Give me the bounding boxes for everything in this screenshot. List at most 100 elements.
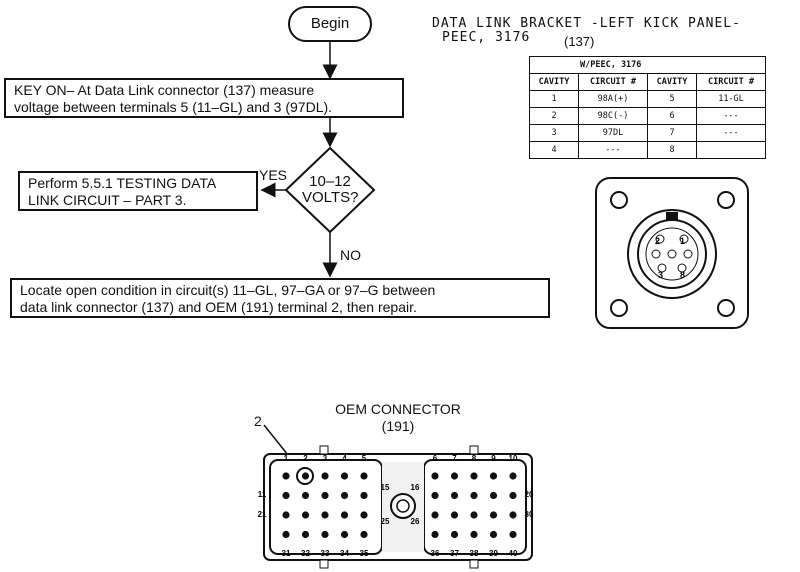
yes-label: YES	[259, 167, 288, 183]
cell: 2	[529, 107, 579, 125]
connector-pin	[282, 472, 290, 480]
connector-pin	[340, 530, 349, 539]
oem-title: OEM CONNECTOR	[335, 401, 461, 417]
decision-text: 10–12 VOLTS?	[302, 174, 358, 206]
connector-pin	[321, 530, 329, 539]
connector-pin	[301, 511, 310, 519]
pin-number-label: 38	[470, 549, 479, 558]
cell: 8	[647, 141, 697, 159]
pin-number-label: 9	[491, 454, 496, 463]
side-pin-label: 26	[411, 517, 420, 526]
pin-number-label: 8	[472, 454, 477, 463]
cell: 98C(-)	[578, 107, 648, 125]
bracket-title: DATA LINK BRACKET -LEFT KICK PANEL-	[432, 16, 741, 31]
pin-number-label: 1	[284, 454, 289, 463]
cell: 98A(+)	[578, 90, 648, 108]
side-pin-label: 16	[411, 483, 420, 492]
yes-action-line2: LINK CIRCUIT – PART 3.	[28, 192, 187, 208]
no-label: NO	[340, 247, 361, 263]
side-pin-label: 15	[381, 483, 390, 492]
pin-number-label: 36	[431, 549, 440, 558]
connector-pin	[431, 530, 439, 539]
col-header: CIRCUIT #	[578, 73, 648, 91]
oem-ref: (191)	[381, 418, 415, 434]
cell: 5	[647, 90, 697, 108]
connector-pin	[360, 530, 368, 539]
connector-pin	[470, 491, 478, 500]
cell: 3	[529, 124, 579, 142]
connector-pin	[340, 491, 349, 500]
connector-pin	[431, 511, 439, 519]
yes-action-box: Perform 5.5.1 TESTING DATA LINK CIRCUIT …	[18, 171, 258, 211]
callout-label: 2	[254, 413, 262, 429]
pin-number-label: 34	[340, 549, 349, 558]
bracket-subtitle: PEEC, 3176	[442, 30, 531, 45]
connector-pin	[282, 511, 290, 519]
connector-pin	[360, 511, 368, 519]
connector-pin	[470, 530, 478, 539]
pin-number-label: 7	[452, 454, 457, 463]
pin-number-label: 37	[450, 549, 459, 558]
pin-number-label: 32	[301, 549, 310, 558]
col-header: CAVITY	[529, 73, 579, 91]
cavity-table: W/PEEC, 3176 CAVITY CIRCUIT # CAVITY CIR…	[529, 56, 766, 159]
connector-pin	[340, 511, 349, 519]
pin-number-label: 10	[509, 454, 518, 463]
table-header-row: CAVITY CIRCUIT # CAVITY CIRCUIT #	[529, 73, 766, 91]
connector-pin	[360, 491, 368, 500]
cell: 97DL	[578, 124, 648, 142]
no-action-box: Locate open condition in circuit(s) 11–G…	[10, 278, 550, 318]
pin-number-label: 4	[342, 454, 347, 463]
connector-pin	[509, 472, 517, 480]
connector-pin	[450, 511, 459, 519]
pin-number-label: 5	[362, 454, 367, 463]
connector-pin	[470, 511, 478, 519]
pin-number-label: 2	[303, 454, 308, 463]
side-pin-label: 20	[525, 490, 534, 499]
side-pin-label: 21	[258, 510, 267, 519]
connector-pin	[489, 472, 498, 480]
decision-line2: VOLTS?	[302, 189, 359, 206]
table-title: W/PEEC, 3176	[529, 56, 766, 74]
connector-pin	[301, 530, 310, 539]
connector-pin	[321, 511, 329, 519]
cell: 6	[647, 107, 697, 125]
table-row: 1 98A(+) 5 11-GL	[529, 90, 766, 108]
connector-pin	[321, 491, 329, 500]
pin-number-label: 3	[323, 454, 328, 463]
connector-pin	[340, 472, 349, 480]
cell: 4	[529, 141, 579, 159]
no-action-line1: Locate open condition in circuit(s) 11–G…	[20, 282, 436, 298]
cell	[696, 141, 766, 159]
cell: ---	[696, 107, 766, 125]
side-pin-label: 25	[381, 517, 390, 526]
connector-pin	[489, 530, 498, 539]
connector-pin	[450, 491, 459, 500]
begin-terminator: Begin	[288, 6, 372, 42]
pin-number-label: 31	[282, 549, 291, 558]
cell: 7	[647, 124, 697, 142]
step1-box: KEY ON– At Data Link connector (137) mea…	[4, 78, 404, 118]
decision-line1: 10–12	[309, 173, 351, 190]
connector-pin	[450, 530, 459, 539]
pin-label: 3	[658, 270, 663, 280]
cell: 1	[529, 90, 579, 108]
step1-line1: KEY ON– At Data Link connector (137) mea…	[14, 82, 315, 98]
pin-number-label: 33	[321, 549, 330, 558]
table-row: 3 97DL 7 ---	[529, 124, 766, 142]
connector-pin	[509, 491, 517, 500]
side-pin-label: 11	[258, 490, 267, 499]
col-header: CAVITY	[647, 73, 697, 91]
cell: 11-GL	[696, 90, 766, 108]
pin-label: 1	[680, 236, 685, 246]
connector-pin	[509, 530, 517, 539]
connector-pin	[301, 472, 310, 480]
connector-pin	[360, 472, 368, 480]
bracket-ref: (137)	[564, 34, 595, 49]
connector-pin	[431, 472, 439, 480]
connector-pin	[301, 491, 310, 500]
pin-number-label: 35	[360, 549, 369, 558]
connector-pin	[489, 511, 498, 519]
